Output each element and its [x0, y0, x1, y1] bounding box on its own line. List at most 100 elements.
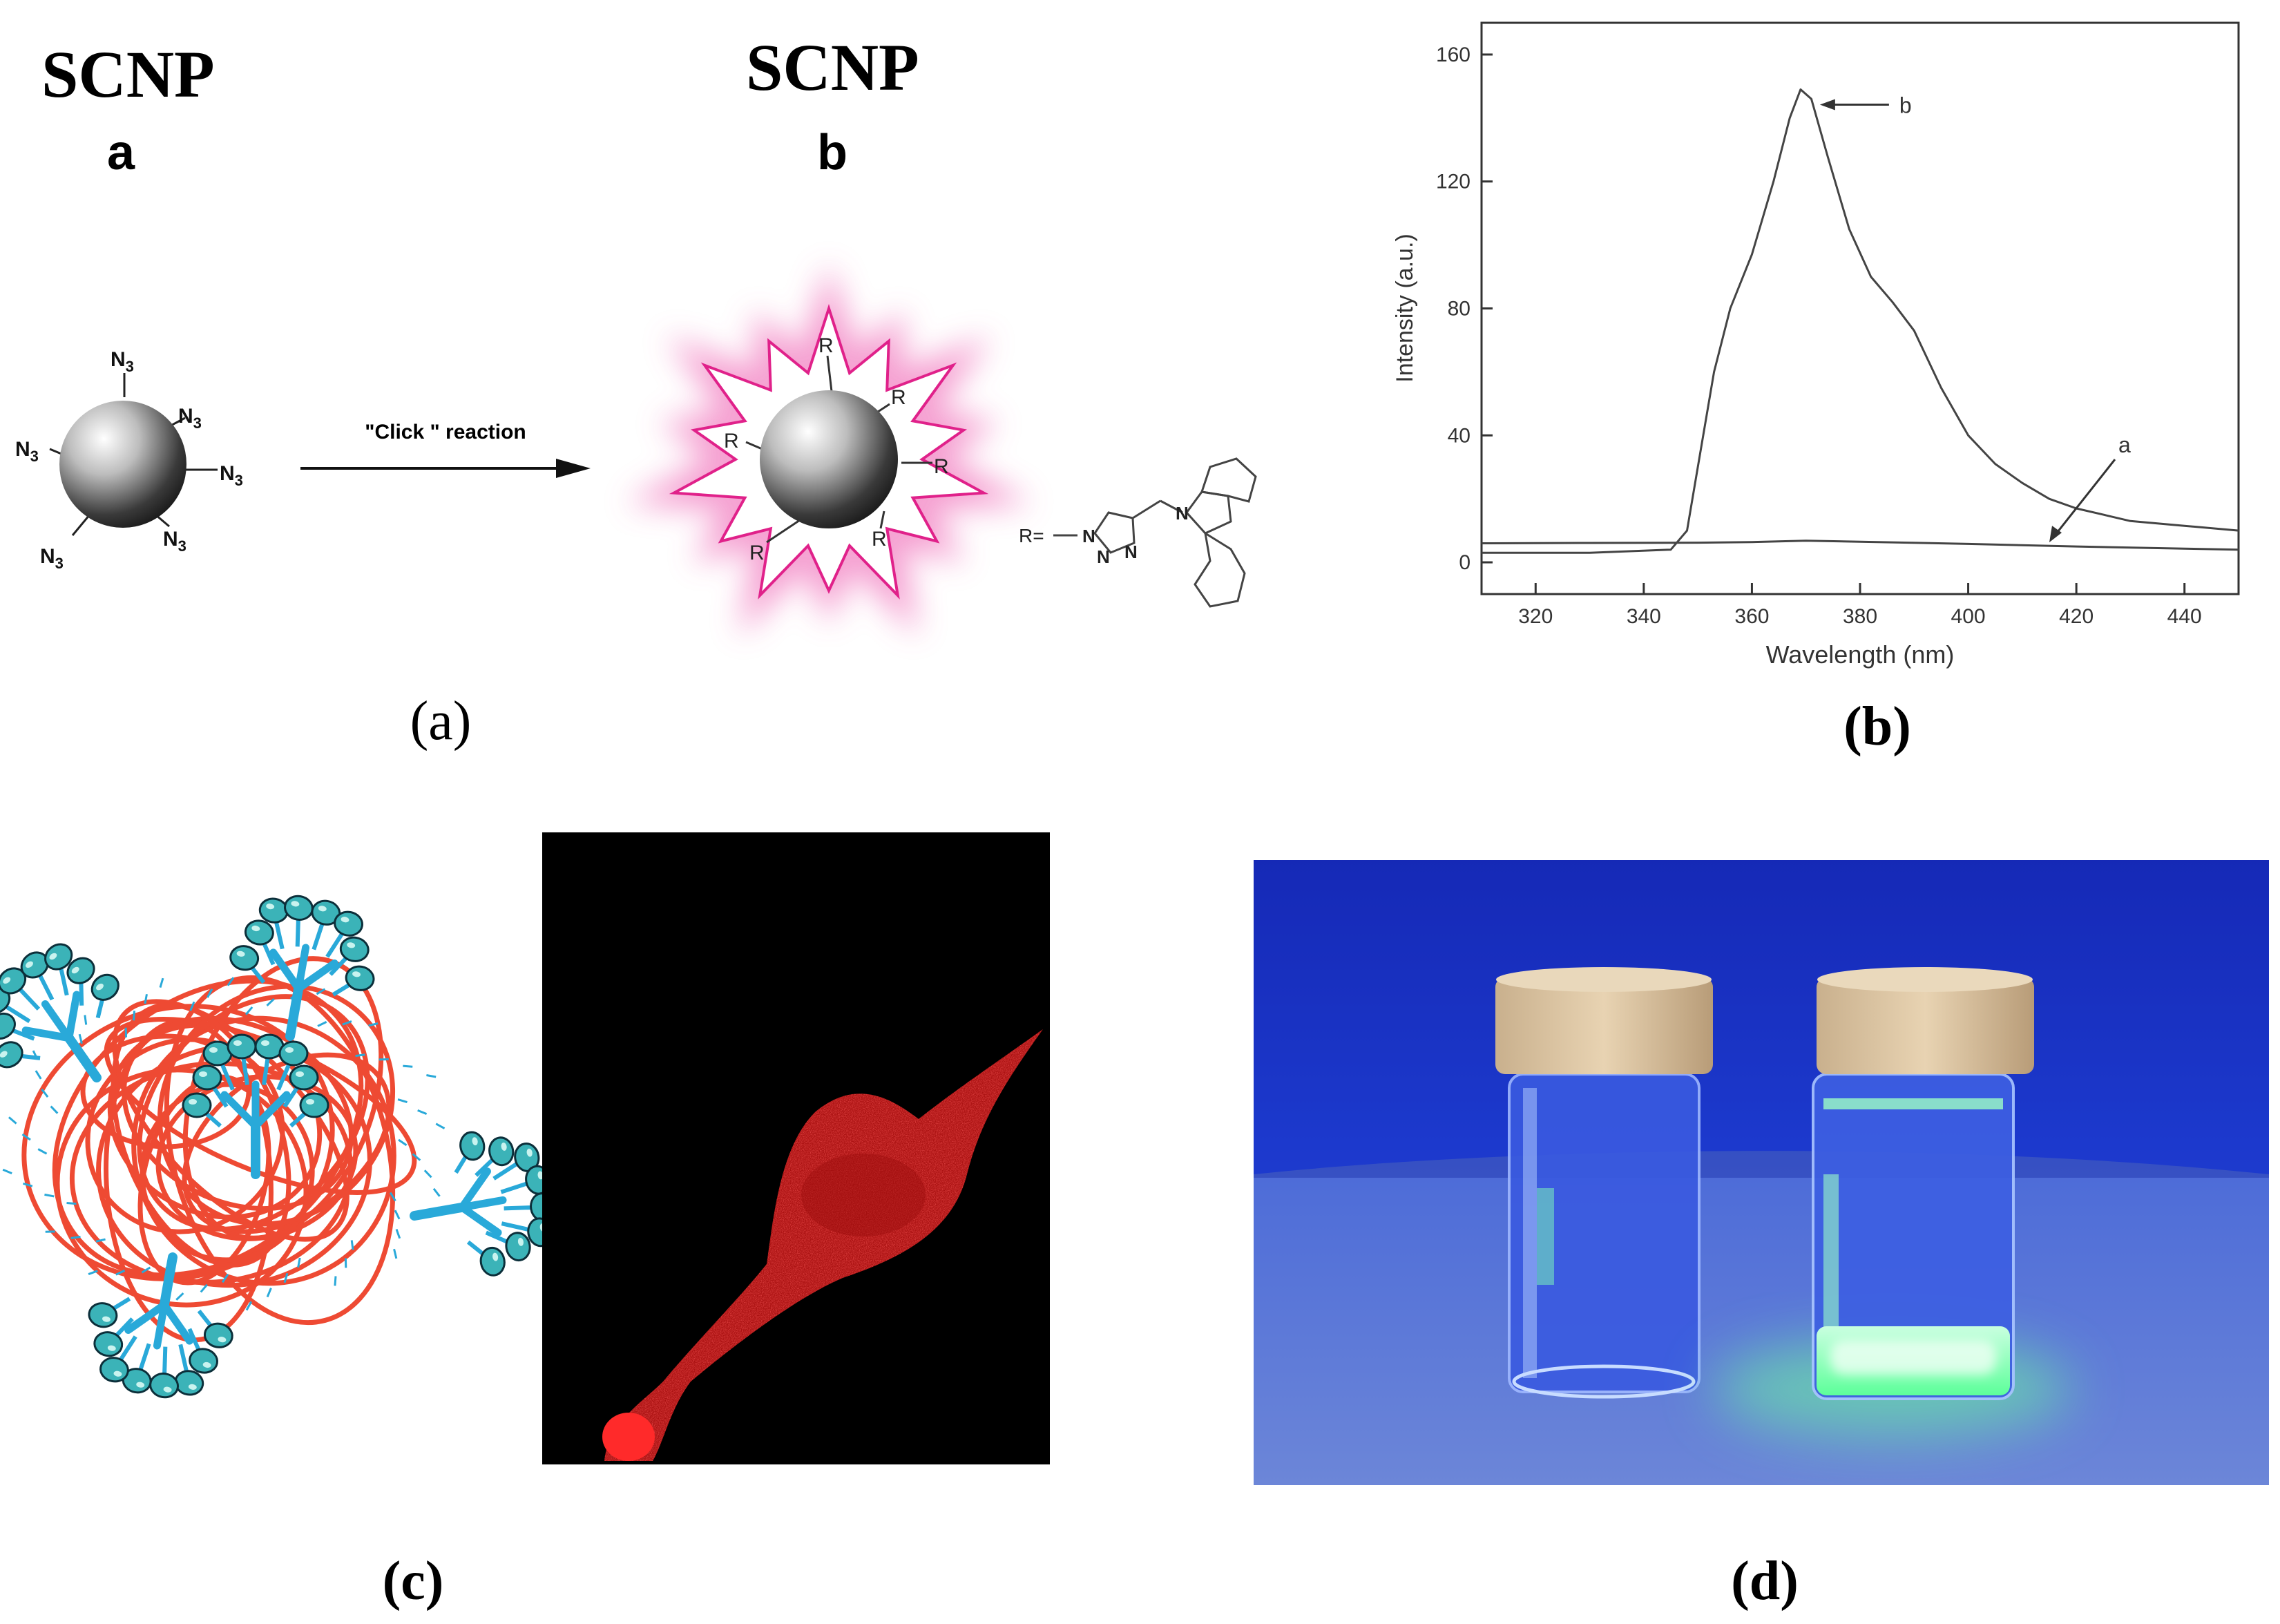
substituent-label-1: R — [818, 334, 834, 357]
y-tick-label: 40 — [1448, 424, 1470, 447]
substituent-label-3: R — [934, 455, 949, 478]
coil-loop — [112, 999, 349, 1242]
azide-subscript: 3 — [126, 358, 134, 375]
annotation-a-label: a — [2118, 432, 2131, 457]
side-chain — [227, 977, 235, 986]
plot-area — [1480, 21, 2240, 595]
table-surface — [1254, 1151, 2269, 1485]
azide-subscript: 3 — [193, 414, 202, 432]
side-chain — [317, 1021, 327, 1027]
click-reaction-arrow: "Click " reaction — [300, 421, 591, 478]
side-chain — [398, 1138, 408, 1147]
vial-left-reflection — [1537, 1188, 1554, 1285]
terminal-group — [229, 945, 260, 971]
azide-symbol: N — [178, 405, 193, 428]
side-chain — [141, 1266, 151, 1274]
azide-symbol: N — [111, 348, 126, 371]
coil-side-chains — [2, 977, 446, 1311]
dendron-4 — [410, 1131, 556, 1277]
x-tick-label: 320 — [1518, 605, 1553, 628]
vial-left-highlight — [1523, 1088, 1537, 1378]
side-chain — [350, 1240, 354, 1250]
side-chain — [66, 1202, 77, 1205]
terminal-group — [0, 1012, 16, 1040]
nitrogen-atom-2: N — [1097, 546, 1110, 567]
terminal-group — [227, 1033, 257, 1060]
azide-subscript: 3 — [235, 472, 243, 489]
x-tick: 400 — [1951, 583, 1986, 628]
side-chain — [245, 1301, 253, 1311]
x-tick: 420 — [2059, 583, 2094, 628]
structure-atom-labels: NN NN — [1082, 503, 1189, 567]
azide-label-4: N3 — [163, 528, 186, 555]
side-chain — [95, 1238, 106, 1243]
side-chain — [334, 1276, 337, 1286]
x-tick: 320 — [1518, 583, 1553, 628]
y-tick: 40 — [1448, 424, 1493, 447]
vial-right-neck-glow — [1823, 1098, 2003, 1109]
r-labels: R R R R R R — [724, 334, 949, 564]
side-chain — [175, 1292, 184, 1301]
azide-label-2: N3 — [178, 405, 202, 432]
terminal-group — [278, 1040, 309, 1067]
y-tick: 160 — [1436, 44, 1493, 66]
terminal-group — [284, 895, 314, 921]
side-chain — [84, 1015, 88, 1025]
caption-d: (d) — [1731, 1551, 1799, 1612]
caption-b: (b) — [1843, 696, 1911, 757]
vial-right-cap-top — [1817, 967, 2033, 992]
side-chain — [266, 1288, 272, 1298]
substituent-label-4: R — [872, 528, 887, 551]
nitrogen-atom-1: N — [1082, 526, 1095, 546]
side-chain — [397, 1098, 408, 1103]
side-chain — [35, 1070, 42, 1080]
azide-symbol: N — [15, 438, 30, 461]
side-chain — [395, 1229, 401, 1239]
azide-label-6: N3 — [15, 438, 39, 465]
side-chain — [200, 1283, 208, 1293]
azide-symbol: N — [40, 545, 55, 568]
backdrop-shadow — [1254, 860, 2269, 1178]
x-tick-label: 400 — [1951, 605, 1986, 628]
caption-a: (a) — [410, 691, 472, 752]
side-chain — [435, 1123, 446, 1129]
side-chain — [432, 1187, 441, 1197]
click-reaction-label: "Click " reaction — [365, 421, 526, 443]
side-chain — [2, 1168, 12, 1174]
cell-hotspot — [602, 1413, 655, 1461]
side-chain — [393, 1248, 398, 1259]
side-chain — [423, 1169, 432, 1178]
dendron-arms — [0, 895, 556, 1399]
vial-right — [1713, 967, 2072, 1437]
side-chain — [41, 1089, 49, 1098]
x-tick-label: 340 — [1627, 605, 1661, 628]
side-chain — [412, 1153, 421, 1161]
y-tick-label: 120 — [1436, 171, 1470, 193]
side-chain — [133, 1011, 136, 1021]
side-chain — [389, 1192, 396, 1202]
terminal-group — [299, 1092, 329, 1118]
side-chain — [426, 1074, 437, 1078]
azide-subscript: 3 — [55, 555, 64, 572]
y-tick: 80 — [1448, 298, 1493, 321]
scnp-a-letter: a — [107, 125, 135, 180]
terminal-group — [44, 943, 73, 971]
side-chain — [207, 988, 213, 998]
side-chain — [23, 1182, 33, 1187]
terminal-group — [66, 957, 95, 984]
x-axis-ticks: 320 340 360 380 400 420 440 — [1518, 583, 2202, 628]
terminal-group — [459, 1131, 486, 1161]
azide-subscript: 3 — [30, 448, 39, 465]
panel-d-vial-photo: (d) — [1254, 860, 2269, 1612]
side-chain — [245, 1006, 253, 1015]
side-chain — [221, 1273, 229, 1283]
substituent-label-2: R — [891, 386, 906, 409]
x-tick: 360 — [1734, 583, 1769, 628]
confocal-cell-image — [542, 832, 1050, 1464]
terminal-group — [479, 1246, 506, 1277]
annotation-a: a — [2049, 432, 2131, 543]
